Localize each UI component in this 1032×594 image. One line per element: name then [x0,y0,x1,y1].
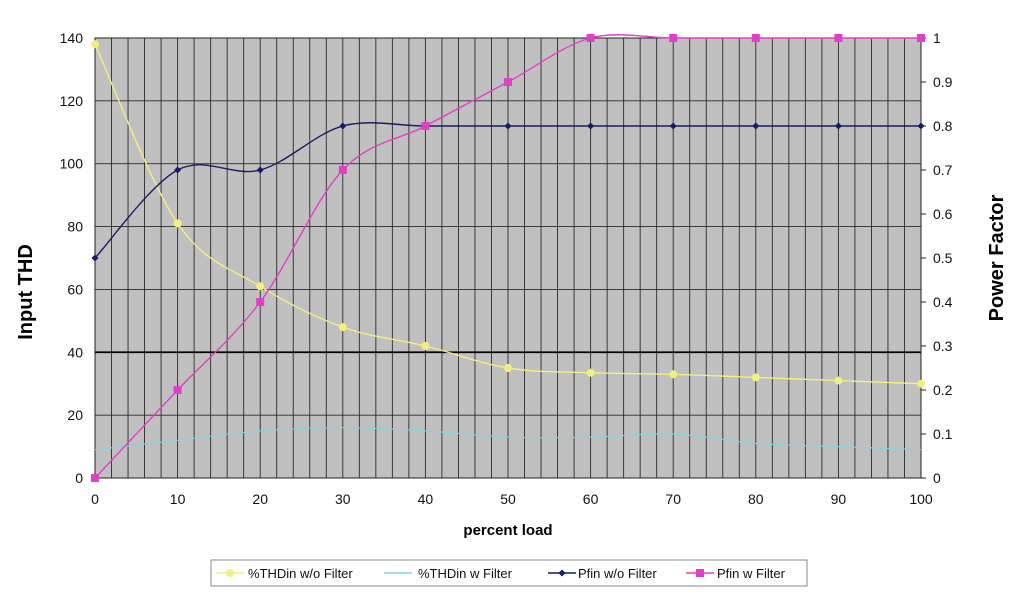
y-tick-label: 140 [60,30,84,46]
x-tick-label: 20 [252,491,268,507]
data-point [174,166,182,174]
y-axis-title: Input THD [15,244,37,340]
legend: %THDin w/o Filter %THDin w Filter Pfin w/o… [210,559,808,587]
y2-tick-label: 0.2 [933,382,953,398]
series-pf-w-filter [91,34,925,482]
data-point [669,34,678,42]
series-thd-wo-filter [91,40,925,388]
data-point [669,122,677,130]
y2-tick-label: 0.3 [933,338,953,354]
data-point [256,282,265,291]
y2-tick-label: 0.9 [933,74,953,90]
y2-tick-label: 0.1 [933,426,953,442]
y2-tick-label: 0.7 [933,162,953,178]
data-point [421,122,430,130]
x-tick-label: 90 [831,491,847,507]
legend-swatch-marker [696,569,704,577]
data-point [91,474,99,482]
data-point [504,122,512,130]
data-point [586,34,595,42]
data-point [91,254,99,262]
legend-swatch-marker [226,569,234,577]
data-point [256,298,265,306]
y-tick-label: 20 [67,407,83,423]
data-point [504,364,512,372]
legend-item: %THDin w Filter [384,566,513,581]
x-tick-label: 80 [748,491,764,507]
data-point [338,323,347,332]
x-tick-label: 70 [665,491,681,507]
data-point [917,122,925,130]
tick-labels: 0 10 20 30 40 50 60 70 80 90 100020406080100120140… [60,30,953,507]
legend-label: Pfin w Filter [717,566,786,581]
data-point [421,342,430,350]
data-point [91,40,99,49]
data-point [751,373,760,382]
data-point [917,34,925,42]
y-tick-label: 60 [67,281,83,297]
y2-tick-label: 0.6 [933,206,953,222]
data-point [751,34,760,42]
x-tick-label: 10 [170,491,186,507]
y2-tick-label: 0.5 [933,250,953,266]
x-tick-label: 30 [335,491,351,507]
data-point [173,386,182,394]
y-tick-label: 120 [60,93,84,109]
series-line [94,427,922,451]
data-point [587,122,595,130]
data-point [338,166,347,174]
data-point [834,122,842,130]
y-tick-label: 40 [67,344,83,360]
series-line [94,44,922,385]
x-axis-title: percent load [463,522,552,539]
data-point [834,376,843,385]
data-point [256,166,264,174]
legend-label: %THDin w/o Filter [248,566,353,581]
y2-tick-label: 0.4 [933,294,953,310]
data-point [586,368,595,377]
data-point [504,78,512,86]
data-point [173,219,182,228]
y2-tick-label: 1 [933,30,941,46]
series-thd-w-filter [94,427,922,451]
y-tick-label: 0 [75,470,83,486]
x-tick-label: 100 [909,491,933,507]
legend-item: Pfin w Filter [686,566,786,581]
y2-tick-label: 0 [933,470,941,486]
x-tick-label: 50 [500,491,516,507]
y-tick-label: 80 [67,219,83,235]
x-tick-label: 0 [91,491,99,507]
data-point [669,370,678,379]
x-tick-label: 40 [418,491,434,507]
y2-axis-title: Power Factor [986,194,1008,321]
data-point [917,379,925,388]
series-layer [91,34,925,482]
data-point [339,122,347,130]
legend-item: Pfin w/o Filter [548,566,657,581]
grid-lines [94,37,926,479]
series-line [94,34,921,479]
legend-label: %THDin w Filter [418,566,513,581]
legend-item: %THDin w/o Filter [216,566,353,581]
data-point [752,122,760,130]
legend-label: Pfin w/o Filter [578,566,657,581]
legend-swatch-marker [558,569,566,577]
y2-tick-label: 0.8 [933,118,953,134]
x-tick-label: 60 [583,491,599,507]
data-point [834,34,843,42]
y-tick-label: 100 [60,156,84,172]
